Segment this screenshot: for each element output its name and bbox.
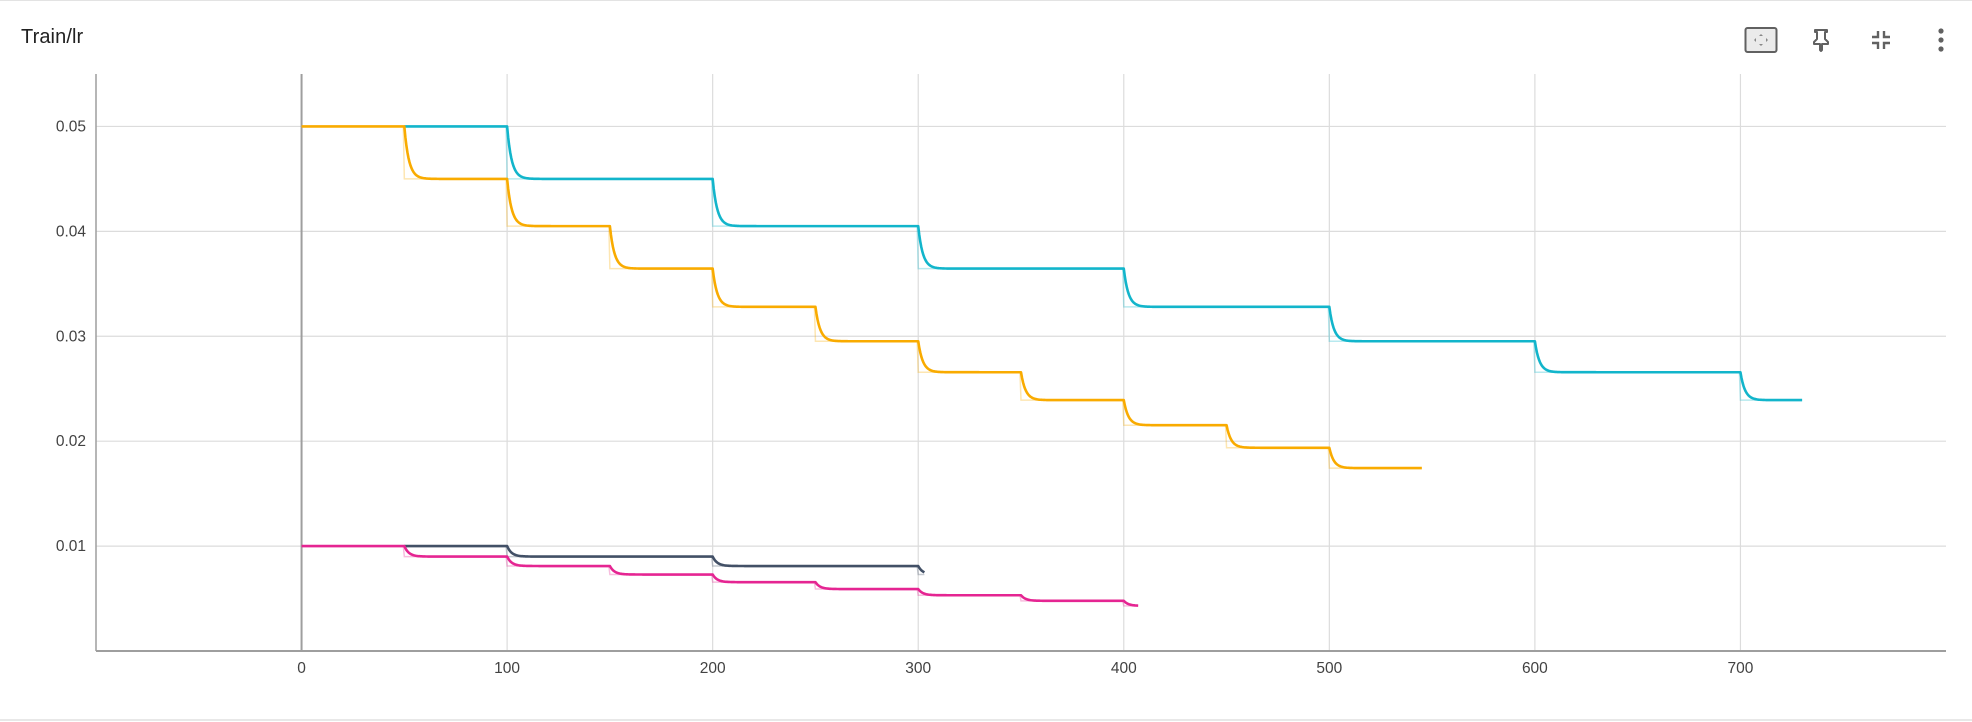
y-tick-label: 0.05 [56, 118, 86, 135]
y-tick-label: 0.02 [56, 433, 86, 450]
x-tick-label: 500 [1316, 660, 1342, 677]
y-tick-label: 0.03 [56, 328, 86, 345]
y-tick-label: 0.04 [56, 223, 87, 240]
series-raw-line [404, 125, 1803, 401]
fit-to-data-icon [1744, 27, 1778, 53]
x-tick-label: 400 [1111, 660, 1137, 677]
more-vert-icon [1938, 28, 1944, 52]
series-raw-line [301, 545, 1139, 607]
card-toolbar [1742, 21, 1960, 59]
y-tick-label: 0.01 [56, 538, 86, 555]
series-line[interactable] [404, 125, 1803, 402]
x-tick-label: 700 [1728, 660, 1754, 677]
pin-button[interactable] [1802, 21, 1840, 59]
more-options-button[interactable] [1922, 21, 1960, 59]
x-tick-label: 100 [494, 660, 520, 677]
fit-domain-button[interactable] [1742, 21, 1780, 59]
x-tick-label: 300 [905, 660, 931, 677]
x-tick-label: 0 [297, 660, 306, 677]
card-title: Train/lr [21, 26, 84, 48]
series-line[interactable] [301, 125, 1423, 470]
series-raw-line [404, 545, 925, 576]
series-line[interactable] [301, 544, 1139, 607]
series-line[interactable] [404, 544, 926, 574]
x-tick-label: 600 [1522, 660, 1548, 677]
x-tick-label: 200 [700, 660, 726, 677]
pin-icon [1813, 29, 1829, 52]
collapse-button[interactable] [1862, 21, 1900, 59]
fullscreen-exit-icon [1872, 31, 1890, 49]
